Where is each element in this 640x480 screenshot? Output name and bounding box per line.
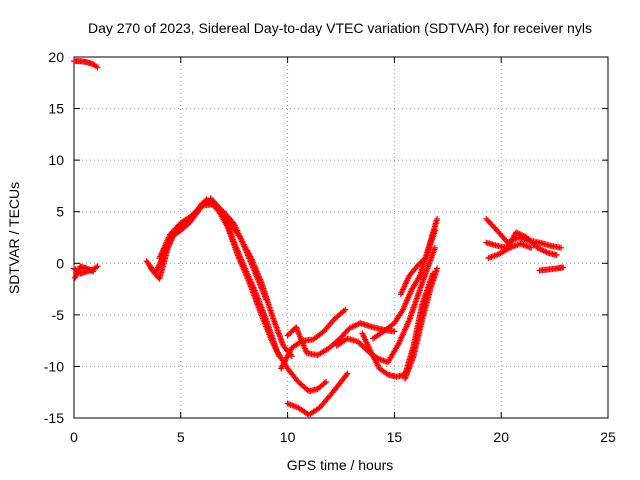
data-point: [560, 264, 567, 271]
data-point: [90, 268, 97, 275]
x-tick-label: 10: [280, 429, 296, 445]
y-tick-label: 20: [48, 49, 64, 65]
data-point: [391, 328, 398, 335]
y-tick-label: -15: [44, 410, 64, 426]
data-point: [276, 353, 283, 360]
data-point: [94, 263, 101, 270]
data-point: [343, 372, 350, 379]
y-axis: -15 -10 -5 0 5 10 15 20: [44, 49, 608, 426]
chart-title: Day 270 of 2023, Sidereal Day-to-day VTE…: [88, 20, 592, 36]
y-tick-label: 15: [48, 101, 64, 117]
y-tick-label: -5: [52, 307, 65, 323]
data-point: [284, 332, 291, 339]
x-tick-label: 0: [70, 429, 78, 445]
x-axis-label: GPS time / hours: [287, 457, 394, 473]
data-point: [287, 329, 294, 336]
data-point: [88, 267, 95, 274]
x-tick-label: 25: [600, 429, 616, 445]
data-point: [431, 244, 438, 251]
data-point: [286, 331, 293, 338]
data-point: [528, 244, 535, 251]
x-axis: 0 5 10 15 20 25: [70, 57, 616, 445]
y-tick-label: 5: [56, 204, 64, 220]
data-point: [342, 306, 349, 313]
data-point: [323, 378, 330, 385]
data-point: [431, 227, 438, 234]
data-points: [71, 58, 567, 418]
y-tick-label: -10: [44, 358, 64, 374]
y-tick-label: 10: [48, 152, 64, 168]
data-point: [558, 244, 565, 251]
data-point: [553, 252, 560, 259]
x-tick-label: 20: [493, 429, 509, 445]
data-point: [94, 64, 101, 71]
plot-frame: [73, 56, 609, 419]
y-tick-label: 0: [56, 255, 64, 271]
data-point: [434, 265, 441, 272]
data-point: [434, 215, 441, 222]
x-tick-label: 15: [387, 429, 403, 445]
y-axis-label: SDTVAR / TECUs: [6, 182, 22, 294]
data-point: [344, 370, 351, 377]
x-tick-label: 5: [177, 429, 185, 445]
